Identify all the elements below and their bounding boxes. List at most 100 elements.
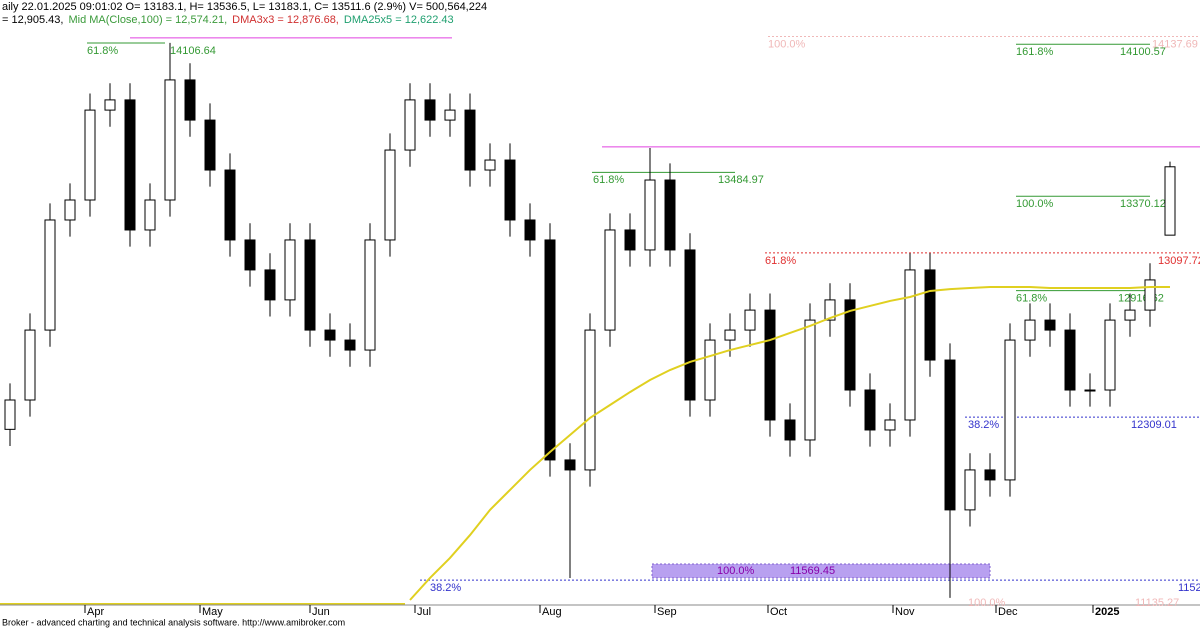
- fib-label: 100.0%: [717, 565, 755, 577]
- candle-body: [1144, 279, 1156, 311]
- candle-body: [984, 469, 996, 481]
- fib-price: 14100.57: [1120, 46, 1166, 58]
- candle-body: [824, 299, 836, 321]
- candle-body: [424, 99, 436, 121]
- candle-body: [324, 329, 336, 341]
- fib-label: 161.8%: [1016, 46, 1054, 58]
- header-item: DMA25x5 = 12,622.43: [344, 14, 454, 26]
- fib-label: 61.8%: [593, 174, 624, 186]
- candle-body: [524, 219, 536, 241]
- candle-body: [764, 309, 776, 421]
- candle-body: [944, 359, 956, 511]
- candle-body: [104, 99, 116, 111]
- candle-body: [384, 149, 396, 241]
- candle-body: [744, 309, 756, 331]
- x-tick-label: Jul: [417, 606, 431, 618]
- candle-body: [964, 469, 976, 511]
- candle-body: [644, 179, 656, 251]
- candle-body: [1164, 166, 1176, 236]
- fib-price: 11135.27: [1135, 597, 1179, 609]
- ma-line: [409, 285, 1170, 601]
- header-item: = 12,905.43,: [2, 14, 63, 26]
- x-tick-label: Nov: [895, 606, 915, 618]
- candle-body: [144, 199, 156, 231]
- candle-body: [224, 169, 236, 241]
- candle-body: [704, 339, 716, 401]
- fib-label: 61.8%: [1016, 293, 1047, 305]
- candle-body: [1024, 319, 1036, 341]
- candle-body: [464, 109, 476, 171]
- candle-body: [564, 459, 576, 471]
- fib-price: 13370.12: [1120, 198, 1166, 210]
- x-tick-label: Sep: [657, 606, 677, 618]
- candle-body: [804, 319, 816, 441]
- candle-body: [4, 399, 16, 430]
- candle-body: [24, 329, 36, 401]
- candle-body: [1044, 319, 1056, 331]
- candle-body: [904, 269, 916, 421]
- header-item: Mid MA(Close,100) = 12,574.21,: [68, 14, 227, 26]
- candle-body: [864, 389, 876, 431]
- candle-body: [444, 109, 456, 121]
- fib-price: 14137.69: [1152, 38, 1198, 50]
- fib-box: [651, 563, 991, 579]
- candle-body: [924, 269, 936, 361]
- candle-body: [1104, 319, 1116, 391]
- candle-body: [1064, 329, 1076, 391]
- fib-price: 13484.97: [718, 174, 764, 186]
- candle-body: [244, 239, 256, 271]
- fib-price: 13097.72: [1158, 255, 1200, 267]
- candle-body: [504, 159, 516, 221]
- candle-body: [404, 99, 416, 151]
- header-line2: = 12,905.43, Mid MA(Close,100) = 12,574.2…: [2, 14, 454, 26]
- candle-body: [684, 249, 696, 401]
- header-line1: aily 22.01.2025 09:01:02 O= 13183.1, H= …: [2, 1, 487, 13]
- candle-body: [724, 329, 736, 341]
- fib-label: 38.2%: [968, 419, 999, 431]
- header-item: DMA3x3 = 12,876.68,: [232, 14, 339, 26]
- fib-label: 100.0%: [1016, 198, 1054, 210]
- fib-price: 11525.33: [1178, 582, 1200, 594]
- fib-label: 61.8%: [87, 45, 118, 57]
- candle-body: [844, 299, 856, 391]
- candle-body: [44, 219, 56, 331]
- fib-price: 12309.01: [1131, 419, 1177, 431]
- candle-body: [204, 119, 216, 171]
- x-tick-label: May: [202, 606, 223, 618]
- x-tick-label: Apr: [87, 606, 104, 618]
- candle-body: [784, 419, 796, 441]
- candle-body: [344, 339, 356, 351]
- fib-label: 38.2%: [430, 582, 461, 594]
- candle-body: [584, 329, 596, 471]
- x-tick-label: Dec: [998, 606, 1018, 618]
- candle-body: [164, 79, 176, 201]
- x-tick-label: Aug: [542, 606, 562, 618]
- fib-label: 100.0%: [768, 38, 806, 50]
- fib-label: 61.8%: [765, 255, 796, 267]
- fib-price: 12916.62: [1118, 293, 1164, 305]
- candle-body: [484, 159, 496, 171]
- fib-price: 14106.64: [170, 45, 216, 57]
- fib-label: 100.0%: [968, 597, 1006, 609]
- candle-body: [884, 419, 896, 431]
- candle-body: [304, 239, 316, 331]
- candle-body: [1004, 339, 1016, 481]
- candle-body: [264, 269, 276, 301]
- candle-body: [184, 79, 196, 121]
- candle-body: [1124, 309, 1136, 321]
- candle-body: [664, 179, 676, 251]
- candle-body: [84, 109, 96, 201]
- x-tick-label: Oct: [770, 606, 787, 618]
- candle-body: [544, 239, 556, 461]
- candle-body: [64, 199, 76, 221]
- candle-body: [124, 99, 136, 231]
- footer: Broker - advanced charting and technical…: [2, 617, 345, 627]
- candle-body: [624, 229, 636, 251]
- candle-body: [364, 239, 376, 351]
- x-tick-label: Jun: [312, 606, 330, 618]
- x-tick-label: 2025: [1095, 606, 1119, 618]
- candle-body: [1084, 389, 1096, 392]
- candle-body: [604, 229, 616, 331]
- candle-body: [284, 239, 296, 301]
